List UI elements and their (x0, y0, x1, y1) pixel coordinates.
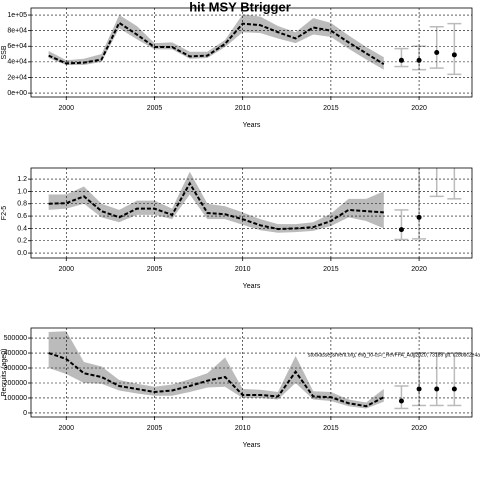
y-tick-label: 300000 (4, 365, 27, 372)
plot-frame (30, 327, 473, 418)
x-tick-label: 2000 (58, 425, 74, 432)
point (451, 386, 457, 392)
plot-area (48, 168, 462, 241)
point (398, 57, 404, 63)
y-tick-label: 100000 (4, 395, 27, 402)
y-tick-label: 500000 (4, 335, 27, 342)
confidence-band (48, 171, 384, 233)
y-tick-label: 200000 (4, 380, 27, 387)
point (398, 398, 404, 404)
plot-frame (30, 167, 473, 259)
y-tick-label: 0.4 (17, 225, 27, 232)
point (434, 50, 440, 55)
x-tick-label: 2005 (147, 425, 163, 432)
median-line (48, 21, 385, 66)
x-axis-label: Years (243, 283, 261, 290)
point (434, 386, 440, 392)
plot-frame (30, 7, 473, 98)
y-tick-label: 8e+04 (7, 27, 27, 34)
x-tick-label: 2005 (147, 105, 163, 112)
y-tick-label: 1.0 (17, 188, 27, 195)
x-tick-label: 2015 (323, 266, 339, 273)
chart-title: hit MSY Btrigger (189, 0, 291, 14)
x-tick-label: 2020 (411, 266, 427, 273)
y-tick-label: 0e+00 (7, 90, 27, 97)
x-tick-label: 2005 (147, 266, 163, 273)
annotation: stockassessment.org, eng_fo-cs-r_RevFFA_… (308, 352, 480, 358)
y-tick-label: 0.0 (17, 250, 27, 257)
y-tick-label: 6e+04 (7, 43, 27, 50)
x-tick-label: 2020 (411, 425, 427, 432)
y-tick-label: 0.2 (17, 238, 27, 245)
confidence-band (48, 331, 384, 409)
x-tick-label: 2015 (323, 105, 339, 112)
y-axis-label: F2-5 (1, 206, 8, 221)
confidence-band (48, 14, 384, 70)
point (451, 52, 457, 58)
x-tick-label: 2000 (58, 266, 74, 273)
median-line (48, 352, 385, 408)
plot-area (48, 331, 462, 410)
y-tick-label: 1e+05 (7, 12, 27, 19)
y-tick-label: 1.2 (17, 176, 27, 183)
plot-area (48, 14, 462, 76)
y-axis-label: SSB (1, 45, 8, 59)
x-axis-label: Years (243, 442, 261, 449)
x-tick-label: 2015 (323, 425, 339, 432)
x-tick-label: 2020 (411, 105, 427, 112)
y-tick-label: 4e+04 (7, 59, 27, 66)
point (398, 227, 404, 233)
y-tick-label: 400000 (4, 350, 27, 357)
y-tick-label: 2e+04 (7, 74, 27, 81)
x-tick-label: 2010 (235, 425, 251, 432)
y-tick-label: 0.8 (17, 201, 27, 208)
x-tick-label: 2010 (235, 105, 251, 112)
y-axis-label: Recruits (age0) (1, 349, 8, 397)
y-tick-label: 0 (23, 410, 27, 417)
x-tick-label: 2010 (235, 266, 251, 273)
x-tick-label: 2000 (58, 105, 74, 112)
x-axis-label: Years (243, 122, 261, 129)
median-line (48, 181, 384, 231)
y-tick-label: 0.6 (17, 213, 27, 220)
